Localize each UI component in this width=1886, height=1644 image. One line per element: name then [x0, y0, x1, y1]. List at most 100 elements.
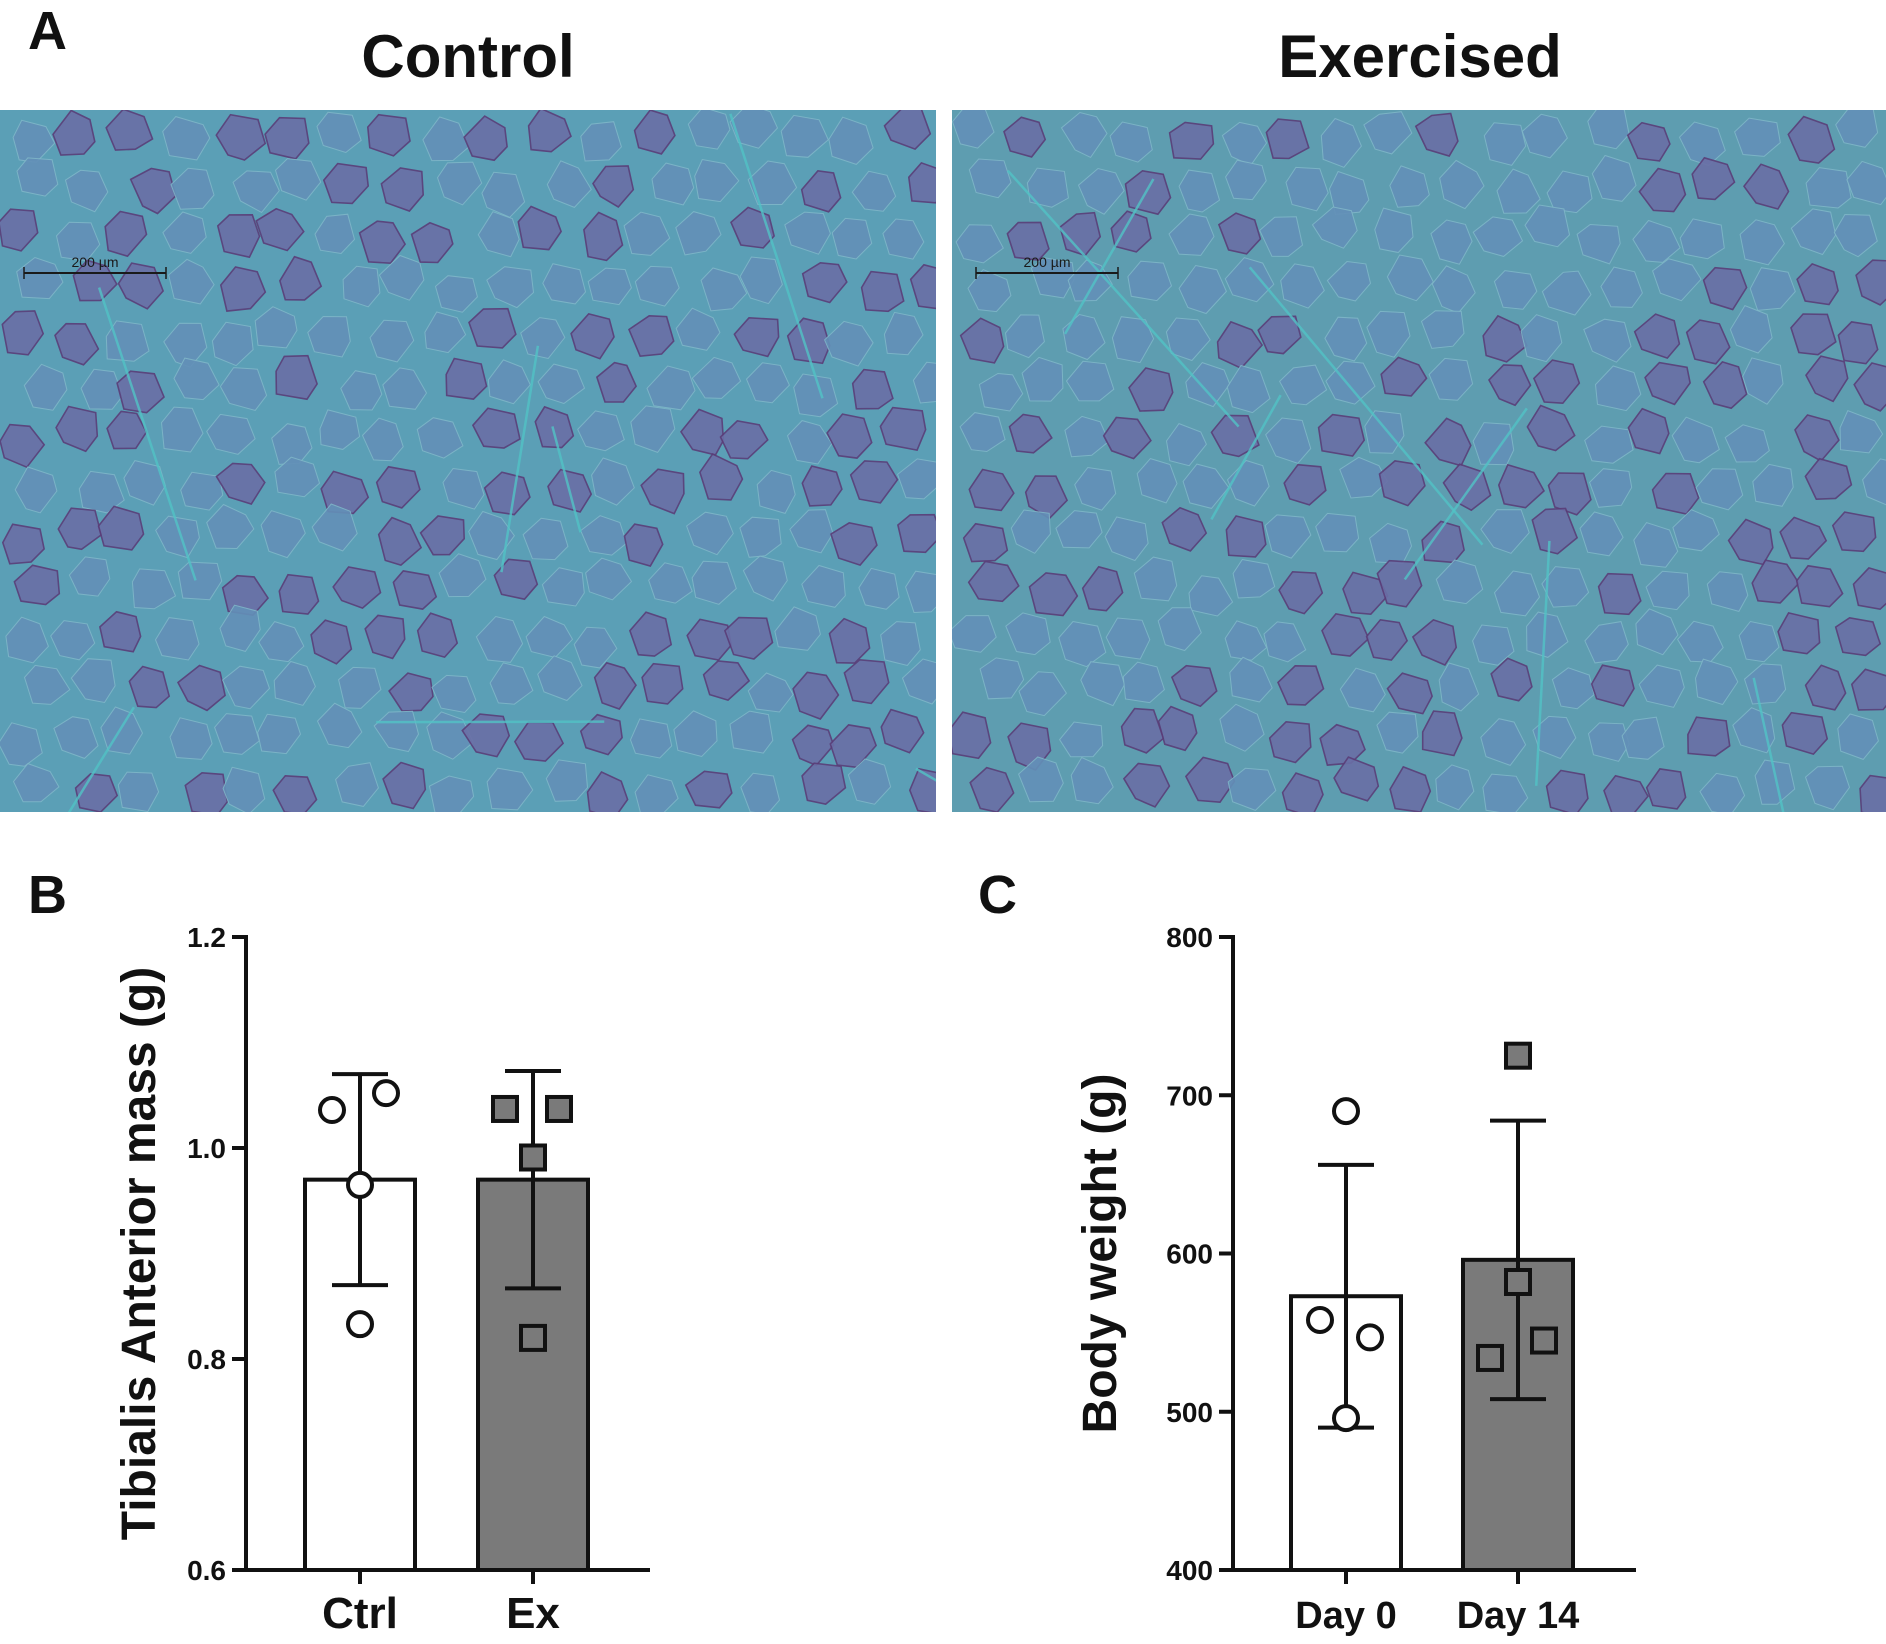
muscle-fiber [131, 568, 177, 610]
muscle-fiber [1104, 516, 1149, 562]
muscle-fiber [1850, 668, 1886, 711]
muscle-fiber [1060, 111, 1108, 159]
connective-tissue [1403, 407, 1528, 581]
muscle-fiber [1702, 266, 1748, 311]
muscle-fiber [335, 762, 379, 807]
muscle-fiber [382, 761, 427, 810]
muscle-fiber [897, 513, 936, 554]
muscle-fiber [1805, 355, 1849, 403]
muscle-fiber [595, 361, 638, 403]
muscle-fiber [700, 267, 748, 312]
muscle-fiber [1315, 512, 1360, 553]
muscle-fiber [1621, 716, 1665, 760]
muscle-fiber [952, 615, 997, 653]
muscle-fiber [646, 365, 696, 411]
muscle-fiber [168, 258, 215, 305]
muscle-fiber [586, 770, 629, 812]
muscle-fiber [719, 420, 769, 460]
y-tick-label: 0.8 [187, 1344, 226, 1375]
muscle-fiber [1411, 619, 1458, 667]
muscle-fiber [952, 711, 992, 760]
muscle-fiber [1587, 722, 1630, 762]
muscle-fiber [1109, 121, 1153, 163]
muscle-fiber [257, 713, 302, 755]
muscle-fiber [160, 406, 204, 453]
muscle-fiber [527, 110, 572, 153]
muscle-fiber [1018, 756, 1064, 803]
muscle-fiber [169, 717, 213, 760]
muscle-fiber [851, 368, 894, 410]
muscle-fiber [1219, 703, 1265, 752]
muscle-fiber [1859, 774, 1886, 812]
muscle-fiber [117, 771, 160, 812]
muscle-fiber [847, 758, 892, 805]
muscle-fiber [434, 275, 478, 313]
muscle-fiber [1006, 221, 1050, 261]
muscle-fiber [628, 314, 675, 358]
muscle-fiber [1062, 313, 1106, 361]
muscle-fiber [1389, 765, 1432, 812]
data-point-square [545, 1094, 573, 1123]
muscle-fiber [1278, 570, 1324, 615]
muscle-fiber [537, 363, 586, 405]
muscle-fiber [723, 616, 774, 660]
muscle-fiber [211, 321, 254, 367]
muscle-fiber [959, 412, 1006, 453]
muscle-fiber [1365, 618, 1409, 661]
muscle-fiber [1264, 514, 1312, 559]
muscle-fiber [388, 672, 434, 712]
muscle-fiber [1005, 612, 1051, 656]
muscle-fiber [471, 407, 521, 449]
muscle-fiber [468, 510, 516, 561]
muscle-fiber [1790, 313, 1837, 356]
muscle-fiber [431, 674, 477, 714]
connective-tissue [1210, 394, 1282, 521]
muscle-fiber [1734, 117, 1781, 157]
muscle-fiber [1644, 361, 1691, 406]
muscle-fiber [739, 256, 783, 305]
muscle-fiber [1633, 313, 1681, 360]
muscle-fiber [1225, 515, 1267, 558]
muscle-fiber [1428, 357, 1474, 401]
muscle-fiber [648, 562, 693, 604]
muscle-fiber [1472, 422, 1515, 466]
muscle-fiber [1738, 620, 1780, 663]
connective-tissue [97, 287, 197, 581]
connective-tissue [1534, 540, 1551, 786]
data-point-square [1530, 1326, 1558, 1355]
muscle-fiber [577, 410, 625, 452]
muscle-fiber [1081, 565, 1124, 612]
muscle-fiber [1835, 110, 1879, 148]
muscle-fiber [1853, 362, 1886, 412]
muscle-fiber [1058, 620, 1107, 668]
muscle-fiber [1583, 318, 1632, 363]
data-point-square [1504, 1041, 1532, 1070]
data-point-circle [372, 1079, 400, 1108]
muscle-fiber [416, 612, 459, 659]
muscle-fiber [1133, 556, 1178, 602]
muscle-fiber [340, 370, 383, 411]
data-point-circle [318, 1096, 346, 1125]
muscle-fiber [967, 560, 1020, 603]
muscle-fiber [1110, 210, 1152, 253]
connective-tissue [1752, 677, 1785, 812]
muscle-fiber [1182, 463, 1230, 509]
muscle-fiber [1779, 516, 1828, 560]
muscle-fiber [1, 523, 45, 565]
muscle-fiber [316, 111, 362, 154]
muscle-fiber [784, 211, 831, 255]
muscle-fiber [1064, 415, 1110, 458]
muscle-fiber [1732, 707, 1776, 754]
connective-tissue [1248, 266, 1484, 546]
muscle-fiber [23, 664, 71, 705]
muscle-fiber [1229, 656, 1273, 703]
muscle-fiber [897, 458, 936, 500]
muscle-fiber [1488, 364, 1532, 407]
muscle-fiber [591, 457, 635, 506]
y-tick-label: 400 [1166, 1555, 1213, 1586]
muscle-fiber [154, 617, 200, 661]
muscle-fiber [50, 620, 96, 661]
muscle-fiber [587, 267, 632, 306]
muscle-fiber [729, 110, 779, 149]
muscle-fiber [651, 162, 695, 206]
